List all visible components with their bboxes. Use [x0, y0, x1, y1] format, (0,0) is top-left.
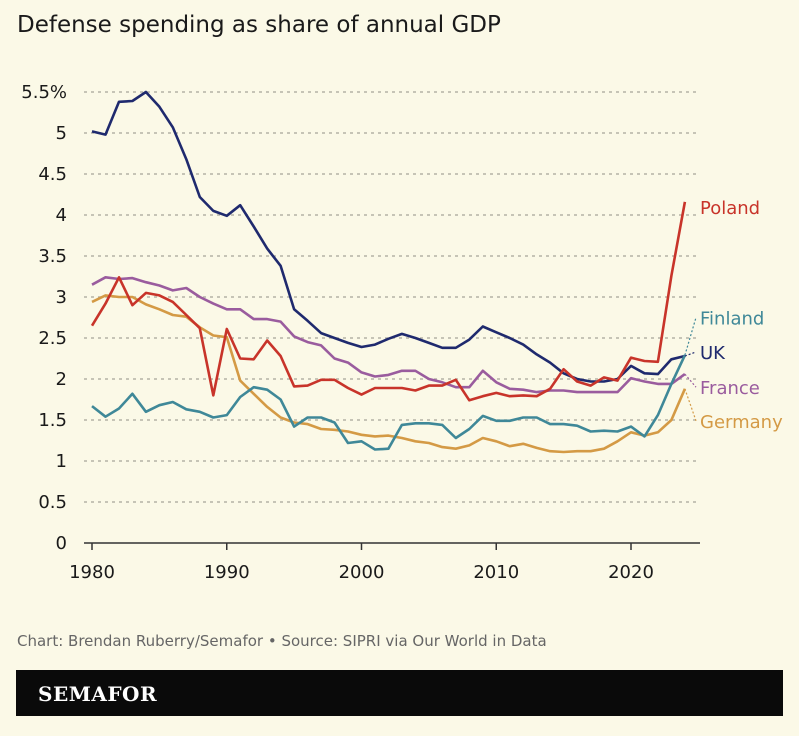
y-tick-label: 0.5	[38, 492, 67, 513]
series-label-germany: Germany	[700, 412, 783, 433]
x-tick-label: 1980	[69, 562, 115, 583]
semafor-logo: SEMAFOR	[38, 682, 158, 706]
label-leader	[684, 373, 697, 388]
line-chart: 0 0.5 1 1.5 2 2.5 3 3.5 4 4.5 5 5.5% 1980 1990 2000 201…	[21, 82, 783, 583]
x-tick-label: 2000	[339, 562, 385, 583]
y-tick-label: 5.5%	[21, 82, 67, 103]
series-label-france: France	[700, 378, 760, 399]
y-tick-label: 3.5	[38, 246, 67, 267]
series-line-finland	[91, 354, 687, 451]
y-tick-label: 4	[56, 205, 67, 226]
y-tick-label: 4.5	[38, 164, 67, 185]
y-tick-label: 2.5	[38, 328, 67, 349]
series-label-poland: Poland	[700, 198, 760, 219]
y-tick-label: 2	[56, 369, 67, 390]
source-credit: Chart: Brendan Ruberry/Semafor • Source:…	[17, 632, 547, 650]
series-label-finland: Finland	[700, 309, 764, 330]
label-leader	[684, 388, 697, 422]
y-tick-label: 3	[56, 287, 67, 308]
y-tick-label: 1.5	[38, 410, 67, 431]
series-line-uk	[91, 90, 686, 383]
x-tick-label: 2010	[473, 562, 519, 583]
series-line-poland	[90, 201, 687, 402]
x-tick-label: 2020	[608, 562, 654, 583]
y-tick-label: 0	[56, 533, 67, 554]
label-leader	[684, 317, 697, 356]
y-tick-label: 1	[56, 451, 67, 472]
series-label-uk: UK	[700, 343, 726, 364]
label-leader	[684, 351, 697, 357]
brand-bar: SEMAFOR	[16, 670, 783, 716]
series-line-france	[91, 275, 686, 394]
y-tick-label: 5	[56, 123, 67, 144]
x-tick-label: 1990	[204, 562, 250, 583]
chart-title: Defense spending as share of annual GDP	[17, 12, 501, 38]
